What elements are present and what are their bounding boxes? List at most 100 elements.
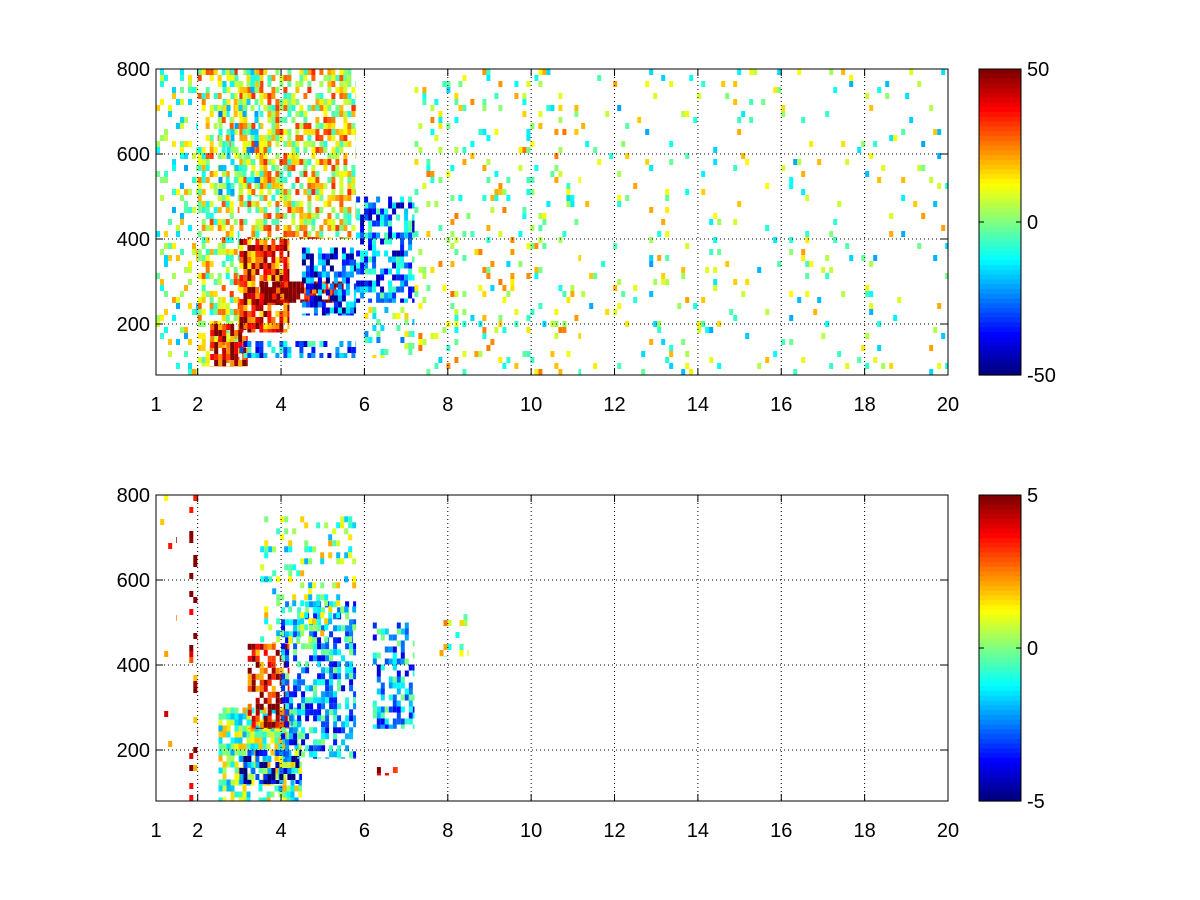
- heatmap-cell: [299, 353, 304, 358]
- heatmap-cell: [239, 323, 244, 329]
- heatmap-cell: [917, 165, 922, 171]
- heatmap-cell: [247, 317, 252, 323]
- colorbar-swatch: [979, 714, 1021, 721]
- heatmap-cell: [217, 93, 222, 99]
- heatmap-cell: [315, 123, 320, 129]
- heatmap-cell: [239, 780, 244, 784]
- heatmap-cell: [337, 649, 342, 656]
- heatmap-cell: [284, 281, 289, 288]
- heatmap-cell: [184, 165, 188, 171]
- colorbar-swatch: [979, 226, 1021, 233]
- heatmap-cell: [230, 348, 235, 354]
- heatmap-cell: [498, 315, 503, 321]
- heatmap-cell: [196, 369, 198, 375]
- heatmap-cell: [617, 303, 622, 309]
- heatmap-cell: [349, 685, 354, 692]
- heatmap-cell: [337, 301, 342, 308]
- heatmap-cell: [197, 177, 202, 183]
- heatmap-cell: [268, 287, 273, 294]
- heatmap-cell: [574, 111, 579, 117]
- heatmap-cell: [250, 159, 255, 165]
- heatmap-cell: [789, 315, 794, 321]
- heatmap-cell: [309, 703, 314, 710]
- heatmap-cell: [450, 219, 455, 225]
- heatmap-cell: [709, 357, 714, 363]
- heatmap-cell: [849, 75, 854, 81]
- heatmap-cell: [345, 307, 350, 314]
- heatmap-cell: [205, 153, 210, 159]
- heatmap-cell: [333, 289, 338, 296]
- heatmap-cell: [251, 165, 256, 171]
- heatmap-cell: [222, 749, 227, 756]
- heatmap-cell: [404, 343, 409, 349]
- heatmap-cell: [262, 755, 267, 762]
- heatmap-cell: [307, 237, 312, 239]
- heatmap-cell: [189, 573, 194, 579]
- heatmap-cell: [275, 323, 280, 329]
- heatmap-cell: [376, 773, 381, 776]
- heatmap-cell: [237, 237, 240, 243]
- heatmap-cell: [242, 360, 247, 366]
- heatmap-cell: [929, 369, 934, 375]
- heatmap-cell: [263, 667, 268, 674]
- heatmap-cell: [447, 644, 452, 650]
- heatmap-cell: [463, 620, 468, 626]
- heatmap-cell: [271, 275, 276, 281]
- heatmap-cell: [305, 661, 310, 668]
- heatmap-cell: [349, 709, 354, 716]
- heatmap-cell: [454, 357, 459, 363]
- heatmap-cell: [233, 315, 238, 321]
- heatmap-cell: [331, 75, 336, 81]
- heatmap-cell: [259, 99, 264, 105]
- heatmap-cell: [327, 219, 332, 225]
- heatmap-cell: [649, 261, 654, 267]
- heatmap-cell: [267, 643, 272, 650]
- heatmap-cell: [309, 253, 314, 260]
- heatmap-cell: [267, 329, 272, 333]
- heatmap-cell: [279, 341, 284, 347]
- heatmap-cell: [263, 323, 268, 329]
- heatmap-cell: [348, 516, 353, 523]
- heatmap-cell: [833, 87, 838, 93]
- heatmap-cell: [287, 135, 292, 141]
- heatmap-cell: [345, 631, 350, 638]
- heatmap-cell: [275, 649, 280, 656]
- heatmap-cell: [333, 613, 338, 620]
- heatmap-cell: [201, 285, 206, 291]
- heatmap-cell: [315, 159, 320, 165]
- heatmap-cell: [328, 612, 333, 619]
- heatmap-cell: [349, 643, 354, 650]
- heatmap-cell: [226, 366, 231, 367]
- heatmap-cell: [510, 279, 515, 285]
- heatmap-cell: [349, 247, 354, 254]
- heatmap-cell: [222, 797, 227, 801]
- heatmap-cell: [239, 129, 244, 135]
- heatmap-cell: [255, 655, 260, 662]
- colorbar-tick-label: -5: [1027, 791, 1045, 813]
- colorbar-swatch: [979, 571, 1021, 577]
- heatmap-cell: [259, 239, 264, 245]
- heatmap-cell: [283, 245, 288, 251]
- heatmap-cell: [250, 737, 255, 744]
- heatmap-cell: [347, 111, 352, 117]
- heatmap-cell: [288, 281, 293, 288]
- heatmap-cell: [164, 231, 168, 237]
- heatmap-cell: [765, 183, 770, 189]
- heatmap-cell: [243, 135, 248, 141]
- heatmap-cell: [320, 582, 325, 589]
- heatmap-cell: [396, 274, 401, 281]
- colorbar-swatch: [979, 102, 1021, 108]
- heatmap-cell: [205, 213, 210, 219]
- heatmap-cell: [339, 225, 344, 231]
- heatmap-cell: [262, 767, 267, 774]
- heatmap-cell: [490, 195, 495, 201]
- heatmap-cell: [267, 263, 272, 269]
- heatmap-cell: [254, 117, 259, 123]
- heatmap-cell: [267, 201, 272, 207]
- heatmap-cell: [255, 225, 260, 231]
- heatmap-cell: [218, 785, 223, 792]
- heatmap-cell: [311, 153, 316, 159]
- colorbar-swatch: [979, 600, 1021, 606]
- heatmap-cell: [247, 347, 252, 353]
- heatmap-cell: [197, 333, 202, 339]
